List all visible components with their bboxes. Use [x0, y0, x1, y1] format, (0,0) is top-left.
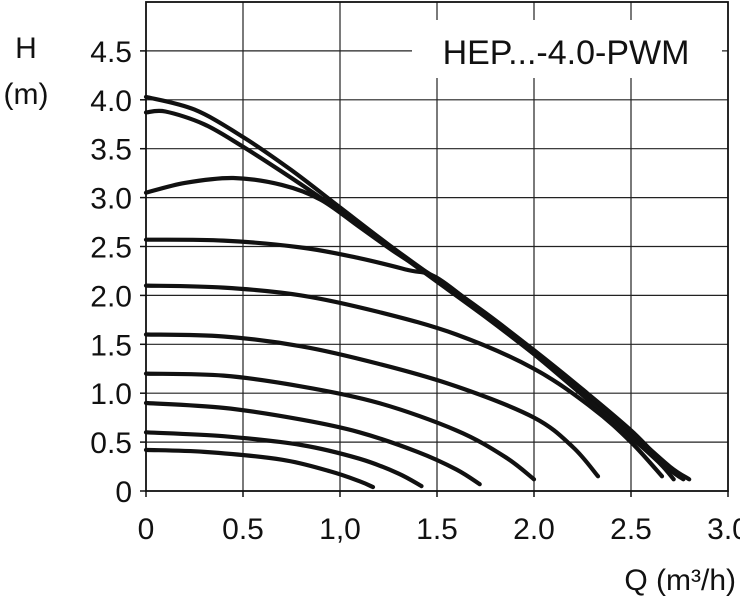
- y-tick-label-7: 3.5: [90, 134, 132, 167]
- y-tick-label-5: 2.5: [90, 232, 132, 265]
- curve-3: [143, 175, 682, 479]
- curve-5: [143, 283, 665, 479]
- x-axis-label: Q (m³/h): [624, 564, 736, 597]
- y-tick-labels: 0 0.5 1.0 1.5 2.0 2.5 3.0 3.5 4.0 4.5: [90, 36, 146, 509]
- curve-10: [143, 447, 376, 490]
- x-tick-label-2: 1,0: [319, 513, 361, 546]
- y-tick-label-8: 4.0: [90, 85, 132, 118]
- title-background: [412, 20, 722, 78]
- y-tick-label-2: 1.0: [90, 378, 132, 411]
- y-axis-symbol: H: [15, 32, 37, 65]
- x-tick-label-5: 2.5: [610, 513, 652, 546]
- curve-4: [143, 237, 676, 482]
- curve-6: [143, 332, 601, 479]
- x-tick-label-4: 2.0: [513, 513, 555, 546]
- y-tick-label-9: 4.5: [90, 36, 132, 69]
- y-tick-label-1: 0.5: [90, 427, 132, 460]
- chart-title: HEP...-4.0-PWM: [443, 34, 690, 72]
- x-tick-label-6: 3.0: [707, 513, 740, 546]
- x-tick-labels: 0 0.5 1,0 1.5 2.0 2.5 3.0: [138, 491, 740, 546]
- y-tick-label-6: 3.0: [90, 183, 132, 216]
- y-tick-label-0: 0: [115, 476, 132, 509]
- x-tick-label-1: 0.5: [222, 513, 264, 546]
- curve-9: [143, 430, 424, 489]
- curve-8: [143, 400, 482, 487]
- y-tick-label-3: 1.5: [90, 329, 132, 362]
- x-tick-label-3: 1.5: [416, 513, 458, 546]
- x-tick-label-0: 0: [138, 513, 155, 546]
- y-axis-unit: (m): [4, 78, 49, 111]
- curve-7: [143, 371, 537, 482]
- y-tick-label-4: 2.0: [90, 280, 132, 313]
- curves: [143, 94, 692, 490]
